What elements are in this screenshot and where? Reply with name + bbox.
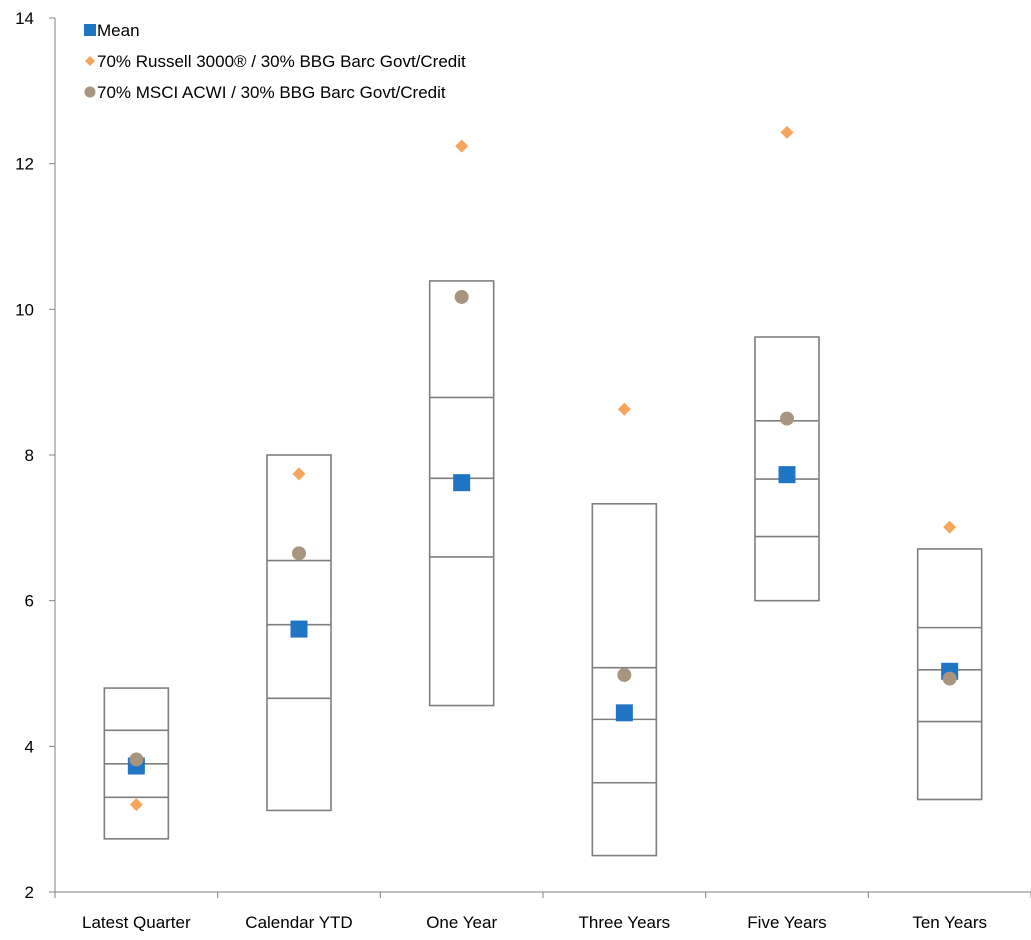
square-marker — [615, 704, 633, 722]
box-group — [103, 280, 983, 857]
square-marker — [290, 620, 308, 638]
y-tick-label: 4 — [25, 737, 34, 756]
y-tick-label: 10 — [15, 300, 34, 319]
circle-marker — [780, 411, 794, 426]
legend-entry-label: Mean — [97, 21, 140, 40]
circle-marker — [617, 667, 632, 682]
y-tick-label: 14 — [15, 9, 34, 28]
legend-circle-marker — [84, 86, 96, 98]
y-tick-label: 8 — [25, 446, 34, 465]
x-tick-label: One Year — [426, 913, 497, 932]
diamond-marker — [617, 402, 631, 416]
y-tick-label: 2 — [25, 883, 34, 902]
axes — [54, 18, 1031, 893]
x-tick-label: Latest Quarter — [82, 913, 191, 932]
legend: Mean 70% Russell 3000® / 30% BBG Barc Gov… — [84, 21, 466, 102]
x-tick-label: Three Years — [578, 913, 670, 932]
x-tick-label: Calendar YTD — [245, 913, 352, 932]
square-marker — [453, 474, 471, 492]
legend-entry-label: 70% Russell 3000® / 30% BBG Barc Govt/Cr… — [97, 52, 466, 71]
circle-marker — [942, 671, 957, 686]
diamond-marker — [129, 798, 143, 812]
legend-diamond-marker — [85, 56, 95, 66]
box-one-year — [428, 280, 495, 707]
legend-entry-label: 70% MSCI ACWI / 30% BBG Barc Govt/Credit — [97, 83, 446, 102]
x-tick-label: Five Years — [747, 913, 826, 932]
diamond-marker — [292, 467, 306, 481]
diamond-marker — [780, 125, 794, 139]
square-marker — [778, 466, 796, 484]
y-tick-label: 12 — [15, 155, 34, 174]
circle-marker — [454, 289, 469, 304]
y-tick-label: 6 — [25, 592, 34, 611]
y-axis-ticks: 2 4 6 8 10 12 14 — [15, 9, 55, 902]
marker-group — [127, 125, 959, 812]
legend-square-marker — [84, 24, 96, 36]
x-axis-labels: Latest Quarter Calendar YTD One Year Three … — [54, 892, 1031, 932]
circle-marker — [129, 752, 144, 767]
circle-marker — [292, 546, 306, 561]
diamond-marker — [455, 139, 469, 153]
x-tick-label: Ten Years — [912, 913, 987, 932]
diamond-marker — [943, 520, 957, 534]
